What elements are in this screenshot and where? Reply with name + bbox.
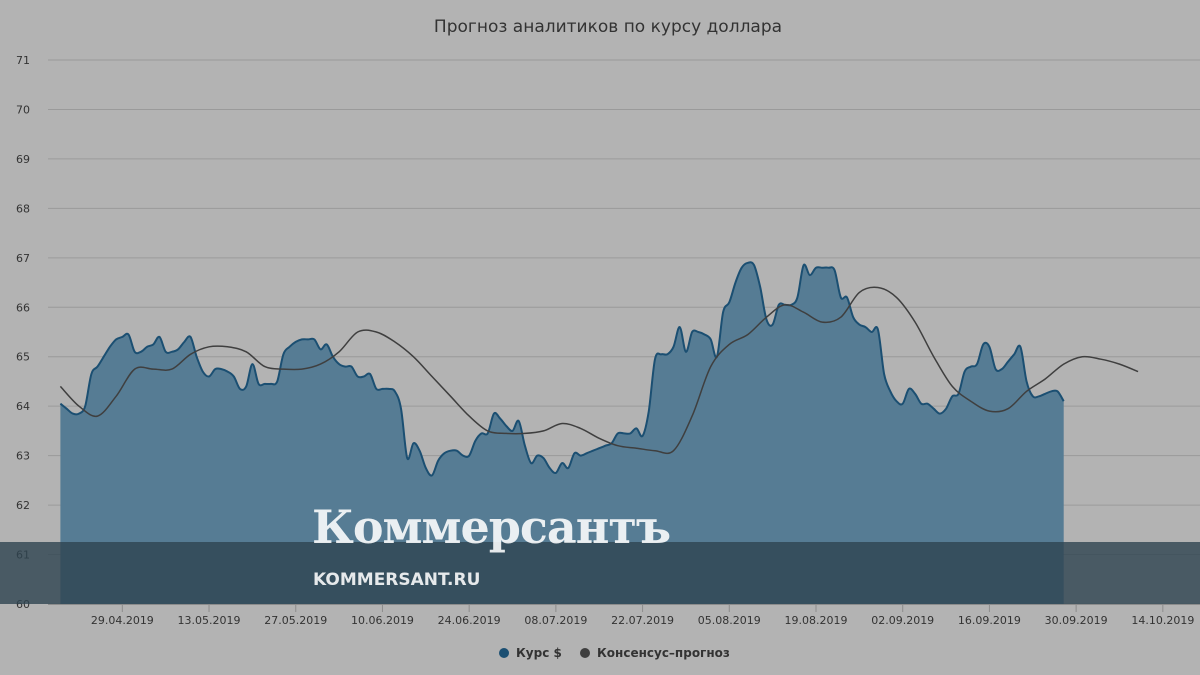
consensus-series [59,286,1139,455]
x-tick-label: 08.07.2019 [524,614,587,627]
x-tick-label: 10.06.2019 [351,614,414,627]
y-tick-label: 66 [16,301,30,314]
x-tick-label: 22.07.2019 [611,614,674,627]
x-tick-label: 27.05.2019 [264,614,327,627]
y-tick-label: 70 [16,103,30,116]
x-tick-label: 29.04.2019 [91,614,154,627]
legend: Курс $ Консенсус–прогноз [499,646,730,660]
watermark-band [0,542,1200,604]
consensus-line [59,286,1139,455]
x-tick-label: 13.05.2019 [178,614,241,627]
plot-area [59,261,1065,604]
kurs-area [60,262,1064,604]
kurs-line [59,261,1065,477]
watermark: Коммерсантъ KOMMERSANT.RU [0,500,1200,604]
y-tick-label: 69 [16,153,30,166]
chart-title: Прогноз аналитиков по курсу доллара [434,17,782,37]
legend-marker-kurs [499,648,509,658]
x-tick-label: 30.09.2019 [1045,614,1108,627]
y-tick-label: 62 [16,499,30,512]
legend-label-kurs: Курс $ [516,646,562,660]
legend-label-consensus: Консенсус–прогноз [597,646,730,660]
watermark-logo: Коммерсантъ [312,500,670,554]
y-tick-label: 71 [16,54,30,67]
x-axis: 29.04.2019 13.05.2019 27.05.2019 10.06.2019… [48,604,1200,627]
y-tick-label: 63 [16,450,30,463]
y-tick-label: 67 [16,252,30,265]
y-tick-label: 64 [16,400,30,413]
legend-item-consensus[interactable]: Консенсус–прогноз [580,646,730,660]
x-tick-label: 19.08.2019 [785,614,848,627]
watermark-site: KOMMERSANT.RU [313,570,480,590]
x-tick-label: 16.09.2019 [958,614,1021,627]
y-axis: 606162636465666768697071 [16,54,30,611]
y-tick-label: 65 [16,351,30,364]
x-tick-label: 24.06.2019 [438,614,501,627]
legend-marker-consensus [580,648,590,658]
x-tick-label: 02.09.2019 [871,614,934,627]
legend-item-kurs[interactable]: Курс $ [499,646,562,660]
x-tick-label: 05.08.2019 [698,614,761,627]
x-tick-label: 14.10.2019 [1131,614,1194,627]
y-tick-label: 68 [16,202,30,215]
